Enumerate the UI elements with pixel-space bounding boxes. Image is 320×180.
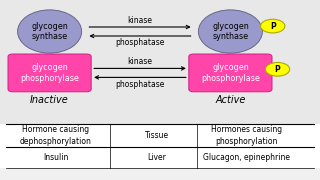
Text: Hormones causing
phosphorylation: Hormones causing phosphorylation bbox=[211, 125, 282, 145]
Ellipse shape bbox=[18, 10, 82, 53]
Text: kinase: kinase bbox=[127, 16, 153, 25]
FancyBboxPatch shape bbox=[189, 54, 272, 92]
Text: Liver: Liver bbox=[148, 153, 166, 162]
Circle shape bbox=[265, 62, 290, 76]
Text: Inactive: Inactive bbox=[211, 59, 250, 69]
FancyBboxPatch shape bbox=[0, 0, 320, 124]
Text: Insulin: Insulin bbox=[43, 153, 69, 162]
Text: P: P bbox=[270, 22, 276, 31]
Text: P: P bbox=[275, 65, 280, 74]
Text: Hormone causing
dephosphorylation: Hormone causing dephosphorylation bbox=[20, 125, 92, 145]
Text: Inactive: Inactive bbox=[30, 95, 69, 105]
Text: glycogen
phosphorylase: glycogen phosphorylase bbox=[201, 63, 260, 83]
Text: phosphatase: phosphatase bbox=[115, 80, 165, 89]
FancyBboxPatch shape bbox=[8, 54, 91, 92]
Text: Glucagon, epinephrine: Glucagon, epinephrine bbox=[203, 153, 290, 162]
Text: kinase: kinase bbox=[127, 57, 153, 66]
Circle shape bbox=[260, 19, 285, 33]
Text: Active: Active bbox=[215, 95, 245, 105]
Text: Tissue: Tissue bbox=[145, 131, 169, 140]
Text: glycogen
synthase: glycogen synthase bbox=[212, 22, 249, 41]
Ellipse shape bbox=[198, 10, 262, 53]
Text: glycogen
phosphorylase: glycogen phosphorylase bbox=[20, 63, 79, 83]
Text: glycogen
synthase: glycogen synthase bbox=[31, 22, 68, 41]
Text: phosphatase: phosphatase bbox=[115, 38, 165, 47]
Text: Active: Active bbox=[35, 59, 65, 69]
FancyBboxPatch shape bbox=[0, 124, 320, 168]
